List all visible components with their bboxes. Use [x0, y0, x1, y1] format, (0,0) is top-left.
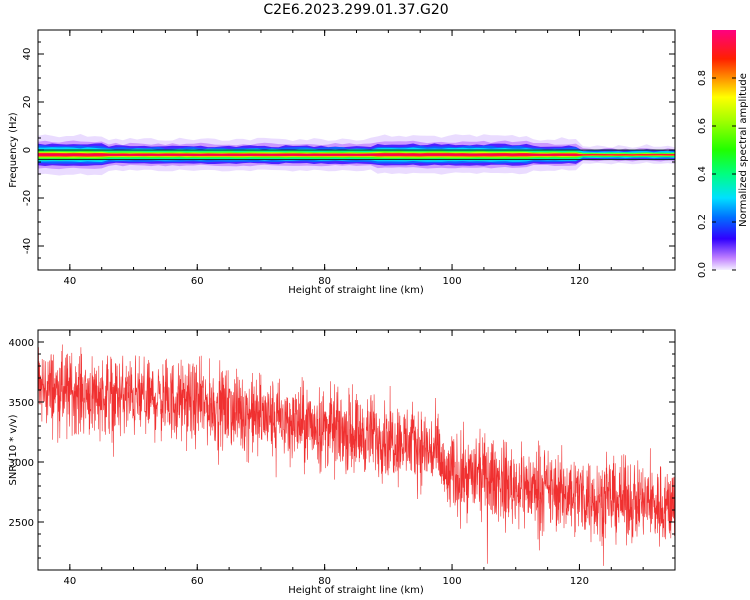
spectrogram-x-tick-label: 40: [63, 276, 76, 287]
spectrogram-panel: 40 60 80 100 120 40 20 0 -20 -40 Height of straig…: [8, 29, 676, 296]
snr-y-axis-label: SNR (10 * v/v): [8, 414, 19, 485]
spectrogram-x-tick-label: 100: [443, 276, 462, 287]
colorbar-tick-label: 0.6: [697, 118, 708, 134]
spectrogram-y-tick-label: 20: [22, 96, 33, 109]
spectrogram-ticks: 40 60 80 100 120 40 20 0 -20 -40: [22, 29, 676, 287]
spectrogram-x-tick-label: 80: [318, 276, 331, 287]
colorbar-tick-label: 0.2: [697, 214, 708, 230]
snr-panel: 40 60 80 100 120 2500 3000 3500 4000 Height of s…: [8, 329, 676, 596]
spectrogram-band-outline: [38, 149, 675, 161]
snr-x-tick-label: 40: [63, 576, 76, 587]
spectrogram-x-tick-label: 120: [570, 276, 589, 287]
snr-ticks: 40 60 80 100 120 2500 3000 3500 4000: [9, 329, 676, 587]
spectrogram-y-axis-label: Frequency (Hz): [8, 112, 19, 188]
spectrogram-band-level: [38, 153, 675, 156]
spectrogram-y-tick-label: 40: [22, 48, 33, 61]
snr-x-tick-label: 60: [191, 576, 204, 587]
colorbar-gradient: [712, 30, 736, 270]
spectrogram-band: [38, 134, 675, 176]
chart-title: C2E6.2023.299.01.37.G20: [263, 2, 448, 18]
colorbar-tick-label: 0.0: [697, 262, 708, 278]
snr-x-axis-label: Height of straight line (km): [288, 585, 424, 596]
colorbar-tick-label: 0.8: [697, 70, 708, 86]
colorbar-label: Normalized spectral amplitude: [738, 73, 749, 227]
snr-x-tick-label: 80: [318, 576, 331, 587]
snr-x-tick-label: 120: [570, 576, 589, 587]
snr-x-tick-label: 100: [443, 576, 462, 587]
spectrogram-x-axis-label: Height of straight line (km): [288, 285, 424, 296]
colorbar: 0.0 0.2 0.4 0.6 0.8 Normalized spectral ampl…: [697, 30, 749, 278]
snr-series-line: [38, 344, 675, 566]
colorbar-tick-label: 0.4: [697, 166, 708, 182]
snr-y-tick-label: 3500: [9, 398, 34, 409]
spectrogram-y-tick-label: -20: [22, 190, 33, 206]
spectrogram-y-tick-label: 0: [22, 147, 33, 153]
snr-y-tick-label: 4000: [9, 338, 34, 349]
snr-y-tick-label: 2500: [9, 518, 34, 529]
spectrogram-x-tick-label: 60: [191, 276, 204, 287]
spectrogram-y-tick-label: -40: [22, 238, 33, 254]
snr-y-tick-label: 3000: [9, 458, 34, 469]
colorbar-ticks: 0.0 0.2 0.4 0.6 0.8: [697, 70, 736, 278]
